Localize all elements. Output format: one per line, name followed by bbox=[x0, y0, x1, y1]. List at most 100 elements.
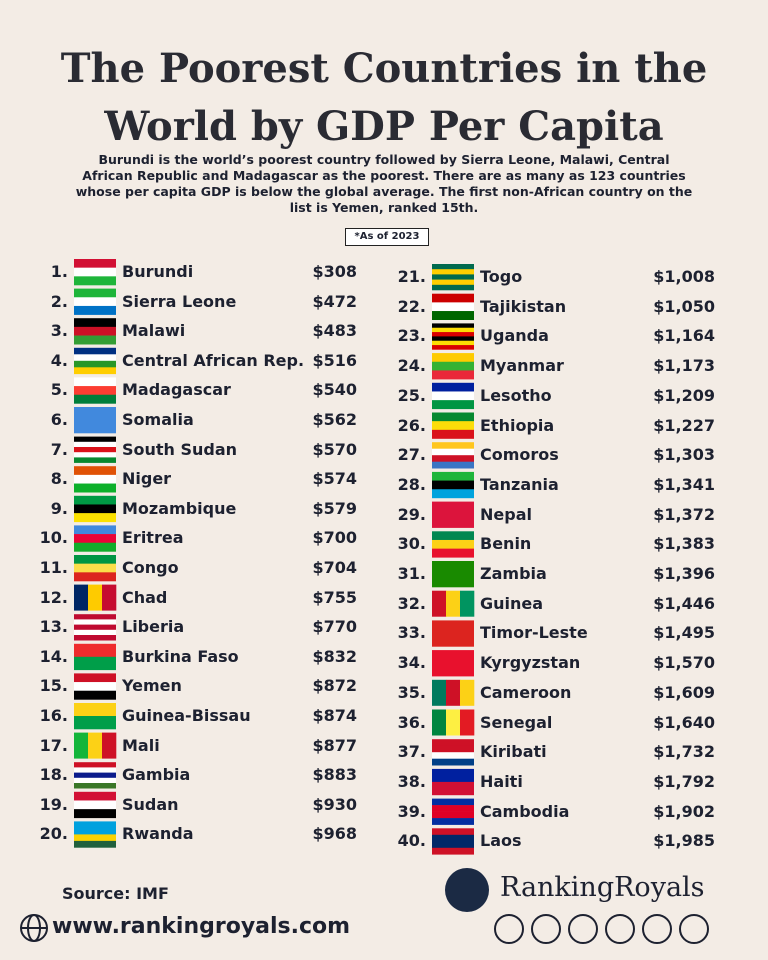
flag bbox=[74, 673, 116, 700]
flag bbox=[74, 466, 116, 493]
flag-stripe bbox=[74, 386, 116, 396]
country: Congo bbox=[122, 558, 179, 577]
country: Tanzania bbox=[480, 474, 559, 494]
country: Mali bbox=[122, 735, 160, 755]
rank: 29. bbox=[397, 504, 426, 524]
flag-stripe bbox=[74, 614, 116, 620]
rank: 38. bbox=[397, 771, 426, 791]
flag-stripe bbox=[432, 336, 474, 342]
flag-stripe bbox=[74, 572, 116, 582]
rank: 7. bbox=[50, 439, 68, 459]
flag-stripe bbox=[74, 716, 116, 730]
flag-stripe bbox=[432, 264, 474, 270]
flag bbox=[74, 643, 116, 671]
flag-stripe bbox=[74, 673, 116, 683]
gdp-per-capita: $1,446 bbox=[653, 593, 715, 613]
flag-stripe bbox=[74, 354, 116, 362]
rank: 9. bbox=[50, 498, 68, 518]
flag bbox=[74, 791, 116, 819]
flag-stripe bbox=[74, 335, 116, 345]
gdp-per-capita: $1,173 bbox=[653, 356, 715, 376]
rank: 8. bbox=[50, 469, 68, 489]
rank: 20. bbox=[39, 824, 68, 844]
gdp-per-capita: $1,792 bbox=[653, 771, 715, 791]
gdp-per-capita: $1,372 bbox=[653, 504, 715, 524]
flag-stripe bbox=[74, 619, 116, 625]
country: Haiti bbox=[480, 771, 523, 791]
country: Kiribati bbox=[480, 742, 547, 762]
flag-stripe bbox=[432, 539, 474, 549]
flag bbox=[432, 739, 474, 766]
flag-stripe bbox=[432, 340, 474, 346]
flag-stripe bbox=[432, 332, 474, 337]
country: Senegal bbox=[480, 712, 553, 732]
flag-stripe bbox=[432, 531, 474, 541]
flag-stripe bbox=[432, 501, 474, 528]
flag-stripe bbox=[74, 629, 116, 636]
flag-stripe bbox=[74, 762, 116, 768]
flag bbox=[74, 821, 116, 848]
rank: 30. bbox=[397, 534, 426, 554]
flag-stripe bbox=[74, 624, 116, 631]
flag-stripe bbox=[432, 274, 474, 280]
flag bbox=[432, 798, 474, 825]
flag-stripe bbox=[432, 412, 474, 422]
flag-stripe bbox=[432, 709, 447, 736]
country: Sierra Leone bbox=[122, 291, 237, 311]
flag-stripe bbox=[432, 382, 474, 392]
gdp-per-capita: $1,209 bbox=[653, 385, 715, 405]
flag-stripe bbox=[74, 643, 116, 658]
flag-stripe bbox=[74, 584, 89, 611]
rank: 27. bbox=[397, 445, 426, 465]
flag-stripe bbox=[432, 739, 474, 746]
flag-stripe bbox=[432, 284, 474, 291]
flag bbox=[432, 264, 474, 291]
gdp-per-capita: $562 bbox=[312, 410, 357, 429]
flag bbox=[74, 436, 116, 463]
gdp-per-capita: $483 bbox=[312, 321, 357, 341]
flag-stripe bbox=[432, 561, 474, 588]
gdp-per-capita: $1,396 bbox=[653, 564, 715, 583]
gdp-per-capita: $755 bbox=[312, 587, 357, 607]
rank: 25. bbox=[397, 385, 426, 405]
rank: 32. bbox=[397, 593, 426, 613]
rank: 33. bbox=[397, 623, 426, 643]
gdp-per-capita: $579 bbox=[312, 498, 357, 518]
gdp-per-capita: $968 bbox=[312, 824, 357, 844]
flag-stripe bbox=[432, 293, 474, 303]
country: Tajikistan bbox=[480, 296, 567, 316]
country: Sudan bbox=[122, 794, 179, 814]
rank: 15. bbox=[39, 676, 68, 696]
flag-stripe bbox=[432, 745, 474, 753]
rank: 10. bbox=[39, 528, 68, 548]
flag-stripe bbox=[74, 563, 116, 573]
flag-stripe bbox=[432, 480, 474, 490]
flag-stripe bbox=[74, 772, 116, 779]
country: Madagascar bbox=[122, 380, 231, 400]
country: Benin bbox=[480, 534, 532, 554]
title: The Poorest Countries in the World by GD… bbox=[60, 45, 708, 150]
gdp-per-capita: $1,640 bbox=[653, 712, 715, 732]
flag-stripe bbox=[74, 360, 116, 368]
flag-stripe bbox=[74, 483, 116, 493]
flag-stripe bbox=[432, 345, 474, 350]
country: Comoros bbox=[480, 445, 559, 465]
flag-stripe bbox=[74, 436, 116, 443]
gdp-per-capita: $1,164 bbox=[653, 326, 715, 346]
flag-stripe bbox=[446, 709, 461, 736]
gdp-per-capita: $700 bbox=[312, 528, 357, 548]
rank: 13. bbox=[39, 617, 68, 637]
flag-stripe bbox=[432, 279, 474, 286]
flag bbox=[74, 525, 116, 552]
rank: 31. bbox=[397, 564, 426, 583]
rank: 28. bbox=[397, 474, 426, 494]
gdp-per-capita: $1,732 bbox=[653, 742, 715, 762]
flag-stripe bbox=[74, 447, 116, 453]
country: Zambia bbox=[480, 564, 547, 583]
flag bbox=[74, 407, 116, 434]
flag-stripe bbox=[74, 504, 116, 514]
rank: 16. bbox=[39, 706, 68, 725]
country: Rwanda bbox=[122, 824, 194, 844]
gdp-per-capita: $1,341 bbox=[653, 474, 715, 494]
flag bbox=[74, 762, 116, 789]
